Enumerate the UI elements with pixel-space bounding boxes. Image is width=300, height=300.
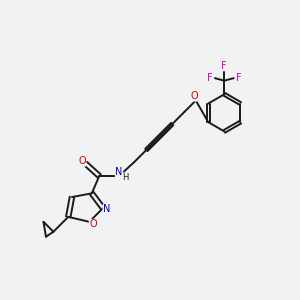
Text: N: N: [103, 204, 110, 214]
Text: F: F: [207, 73, 212, 83]
Text: O: O: [89, 219, 97, 229]
Text: F: F: [221, 61, 227, 71]
Text: O: O: [191, 91, 198, 101]
Text: N: N: [116, 167, 123, 176]
Text: F: F: [236, 73, 242, 83]
Text: H: H: [122, 173, 129, 182]
Text: O: O: [78, 156, 86, 166]
